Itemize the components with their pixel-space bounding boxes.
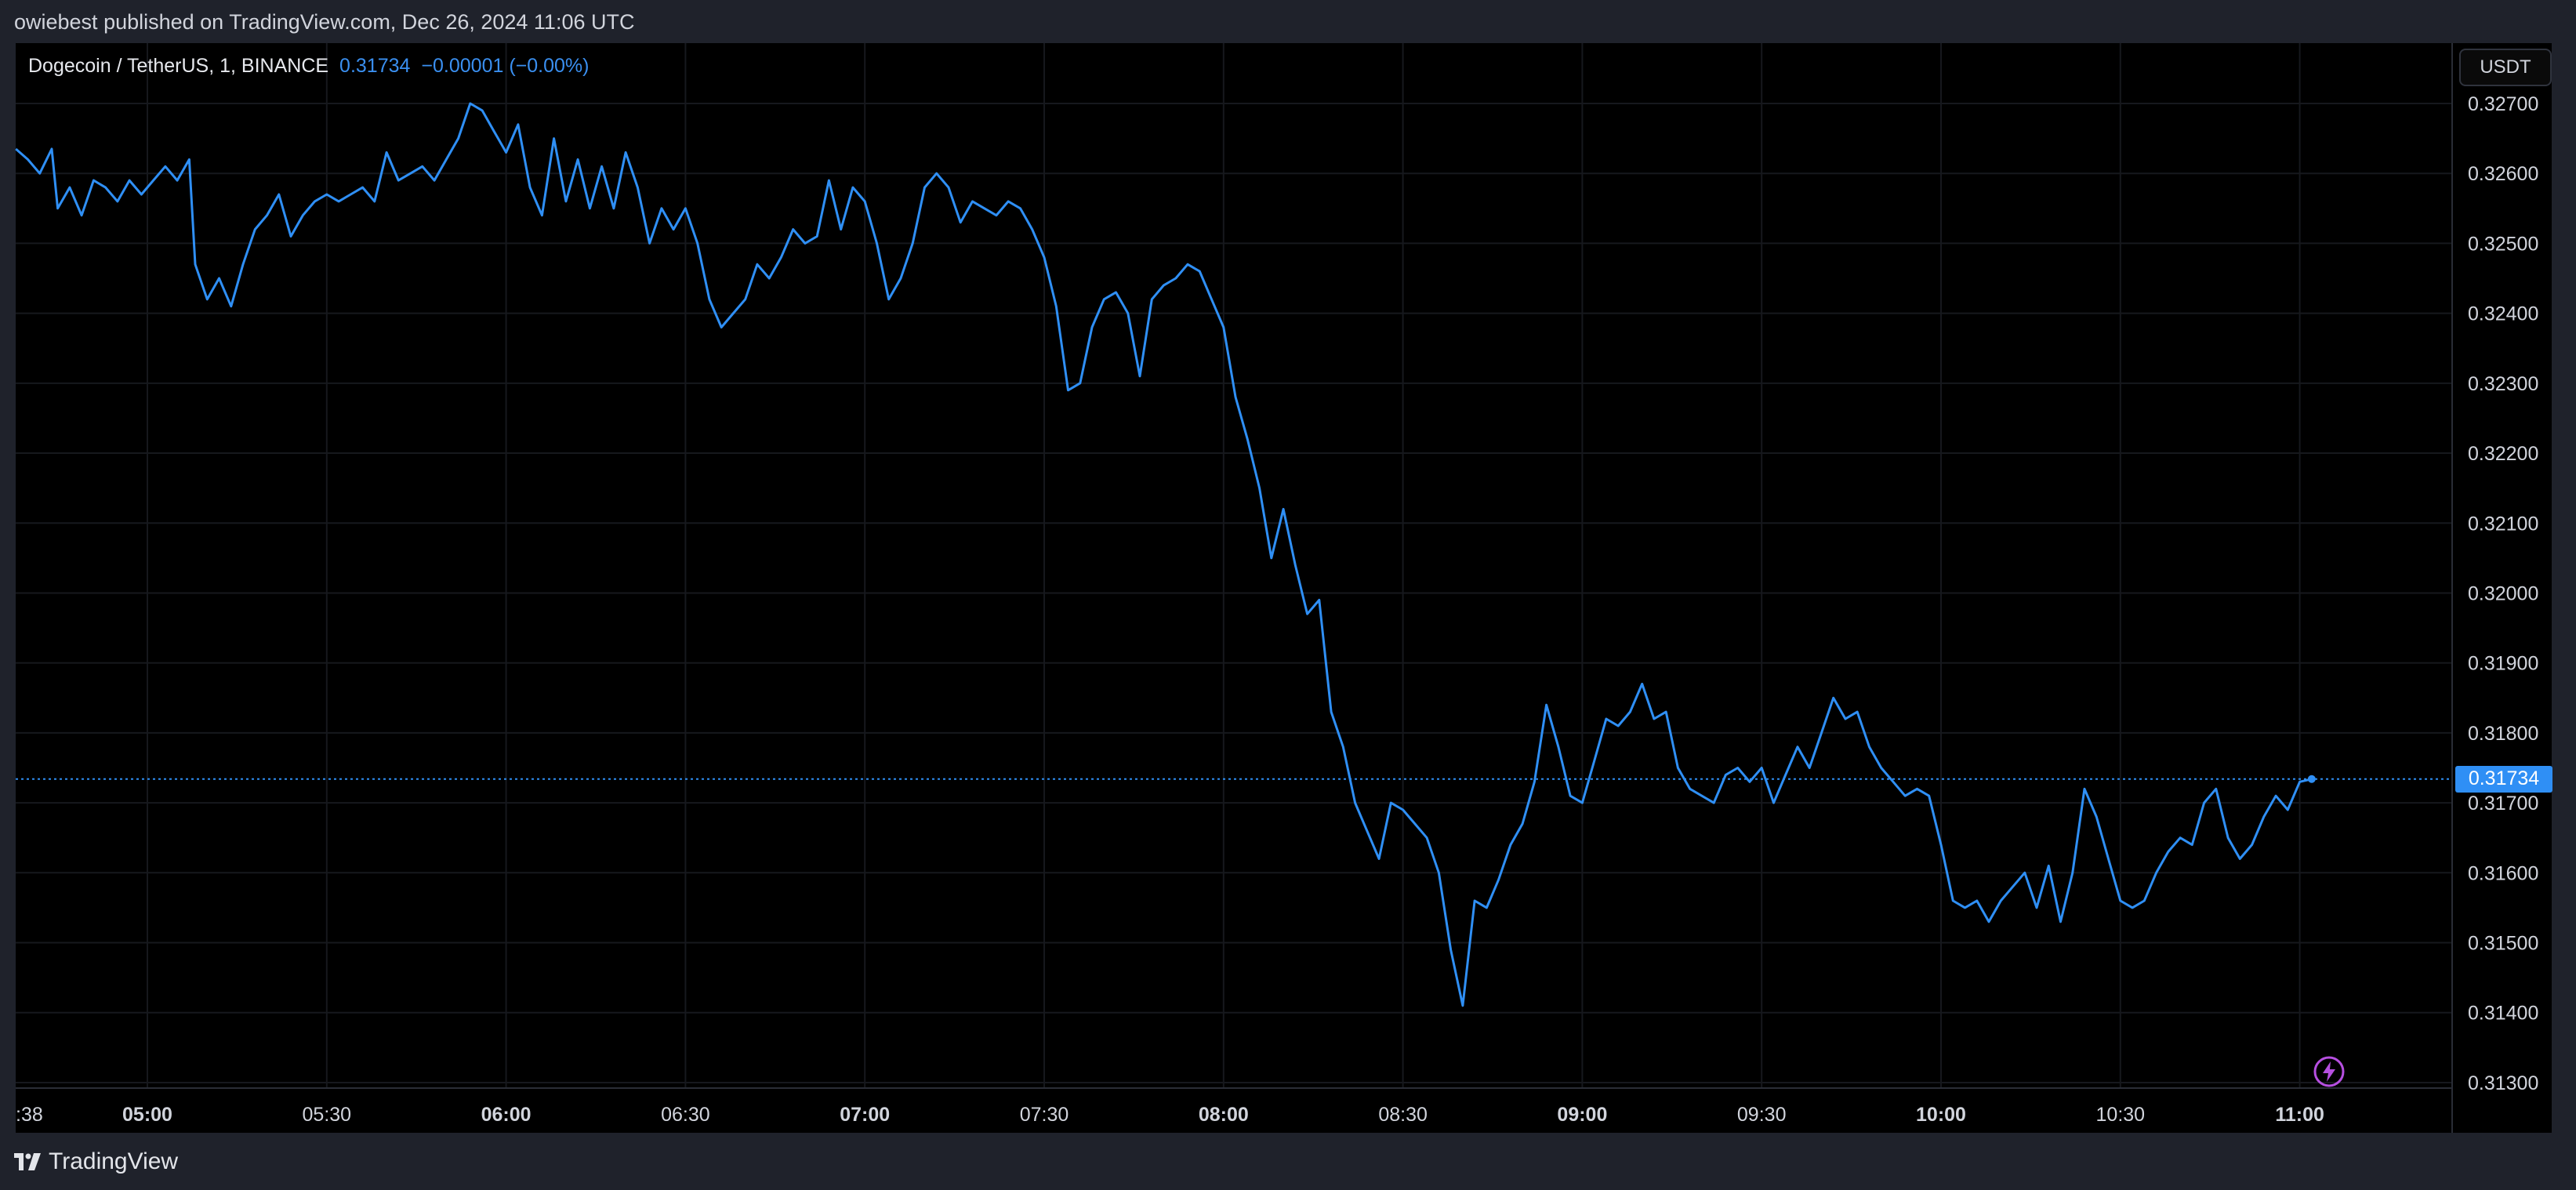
legend-last-price: 0.31734 xyxy=(339,55,411,77)
x-tick-label: 10:00 xyxy=(1916,1104,1966,1126)
y-tick-label: 0.31300 xyxy=(2468,1072,2538,1094)
price-axis: 0.32700 0.32600 0.32500 0.32400 0.32300 0.322… xyxy=(2468,93,2538,1094)
x-tick-label: 10:30 xyxy=(2096,1104,2146,1126)
y-tick-label: 0.31800 xyxy=(2468,723,2538,745)
tradingview-logo-icon xyxy=(14,1153,41,1170)
price-series-line xyxy=(15,102,2313,1007)
grid-layer xyxy=(16,43,2452,1088)
y-tick-label: 0.32100 xyxy=(2468,513,2538,535)
y-tick-label: 0.32000 xyxy=(2468,582,2538,604)
y-tick-label: 0.31900 xyxy=(2468,653,2538,675)
y-tick-label: 0.32200 xyxy=(2468,443,2538,465)
symbol-title: Dogecoin / TetherUS, 1, BINANCE xyxy=(28,55,329,77)
symbol-legend[interactable]: Dogecoin / TetherUS, 1, BINANCE 0.31734 … xyxy=(28,55,589,78)
footer-brand[interactable]: TradingView xyxy=(14,1146,178,1177)
currency-button[interactable]: USDT xyxy=(2459,49,2552,86)
legend-change: −0.00001 (−0.00%) xyxy=(421,55,590,77)
lightning-icon[interactable] xyxy=(2313,1055,2346,1088)
x-tick-label: :38 xyxy=(16,1104,43,1126)
brand-name: TradingView xyxy=(49,1148,179,1174)
y-tick-label: 0.31400 xyxy=(2468,1003,2538,1025)
x-tick-label: 06:00 xyxy=(481,1104,532,1126)
chart-background xyxy=(16,43,2552,1133)
x-tick-label: 11:00 xyxy=(2275,1104,2324,1126)
last-price-badge: 0.31734 xyxy=(2455,765,2552,793)
x-tick-label: 08:00 xyxy=(1199,1104,1249,1126)
published-caption: owiebest published on TradingView.com, D… xyxy=(14,10,635,34)
time-axis: :38 05:00 05:30 06:00 06:30 07:00 07:30 08:00 08… xyxy=(16,1104,2324,1126)
y-tick-label: 0.31600 xyxy=(2468,862,2538,884)
y-tick-label: 0.32700 xyxy=(2468,93,2538,115)
y-tick-label: 0.32500 xyxy=(2468,233,2538,255)
x-tick-label: 09:30 xyxy=(1737,1104,1787,1126)
x-tick-label: 07:30 xyxy=(1020,1104,1069,1126)
x-tick-label: 07:00 xyxy=(840,1104,890,1126)
y-tick-label: 0.32400 xyxy=(2468,303,2538,325)
x-tick-label: 08:30 xyxy=(1378,1104,1428,1126)
x-tick-label: 05:30 xyxy=(303,1104,352,1126)
x-tick-label: 05:00 xyxy=(122,1104,172,1126)
x-tick-label: 06:30 xyxy=(661,1104,710,1126)
y-tick-label: 0.31500 xyxy=(2468,933,2538,955)
x-tick-label: 09:00 xyxy=(1557,1104,1607,1126)
last-price-dot xyxy=(2307,775,2316,783)
y-tick-label: 0.32300 xyxy=(2468,373,2538,395)
y-tick-label: 0.31700 xyxy=(2468,793,2538,814)
y-tick-label: 0.32600 xyxy=(2468,163,2538,185)
